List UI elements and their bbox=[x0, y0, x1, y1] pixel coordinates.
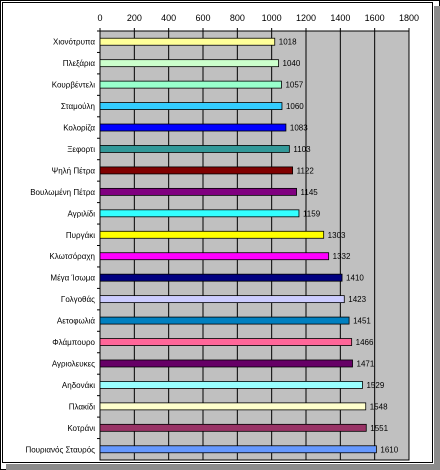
category-label: Σταμούλη bbox=[61, 102, 95, 111]
bar bbox=[99, 252, 330, 261]
bar bbox=[99, 316, 350, 325]
category-label: Χιονότρυπα bbox=[53, 38, 95, 47]
value-label: 1410 bbox=[346, 274, 364, 283]
value-label: 1040 bbox=[283, 59, 301, 68]
x-tick-label: 1800 bbox=[399, 13, 419, 23]
frame-shadow-right bbox=[434, 6, 440, 470]
category-label: Μέγα Ίσωμα bbox=[50, 274, 95, 283]
bar bbox=[99, 423, 367, 432]
bar bbox=[99, 37, 276, 46]
category-label: Αετοφωλιά bbox=[57, 317, 95, 326]
chart-area: 0 200 400 600 800 1000 1200 1400 1600 1800 Χιονότρ… bbox=[2, 2, 433, 463]
value-label: 1057 bbox=[285, 81, 303, 90]
value-label: 1451 bbox=[353, 317, 371, 326]
x-tick-label: 1600 bbox=[365, 13, 385, 23]
bar bbox=[99, 80, 282, 89]
bar bbox=[99, 59, 279, 68]
value-label: 1548 bbox=[370, 402, 388, 411]
x-tick-label: 800 bbox=[230, 13, 245, 23]
bar bbox=[99, 381, 363, 389]
value-label: 1159 bbox=[303, 209, 321, 218]
category-label: Πλακίδι bbox=[69, 402, 96, 411]
category-label: Πλεξάρια bbox=[63, 59, 96, 68]
category-label: Βουλωμένη Πέτρα bbox=[30, 188, 95, 197]
bar bbox=[99, 445, 377, 454]
bar bbox=[99, 187, 297, 196]
category-label: Αγριλίδι bbox=[67, 209, 95, 218]
value-label: 1083 bbox=[290, 124, 308, 133]
category-label: Ψηλή Πέτρα bbox=[52, 166, 96, 175]
bar bbox=[99, 230, 325, 239]
value-label: 1122 bbox=[297, 166, 315, 175]
category-label: Ξεφορτι bbox=[67, 145, 95, 154]
category-label: Κοτράνι bbox=[67, 424, 95, 433]
bar bbox=[99, 338, 353, 346]
x-tick-label: 1400 bbox=[330, 13, 350, 23]
category-label: Πουριανός Σταυρός bbox=[25, 445, 95, 454]
category-label: Γολγοθάς bbox=[61, 295, 95, 304]
value-label: 1303 bbox=[328, 231, 346, 240]
category-label: Πυργάκι bbox=[66, 231, 95, 240]
bar bbox=[99, 166, 294, 175]
value-label: 1466 bbox=[356, 338, 374, 347]
category-label: Αηδονάκι bbox=[62, 381, 95, 390]
value-label: 1551 bbox=[370, 424, 388, 433]
value-label: 1060 bbox=[286, 102, 304, 111]
value-label: 1610 bbox=[380, 445, 398, 454]
value-label: 1423 bbox=[348, 295, 366, 304]
value-label: 1529 bbox=[366, 381, 384, 390]
bar bbox=[99, 295, 345, 304]
bar bbox=[99, 273, 343, 282]
bar bbox=[99, 359, 353, 368]
bar-chart: 0 200 400 600 800 1000 1200 1400 1600 1800 Χιονότρ… bbox=[25, 13, 419, 461]
x-tick-label: 600 bbox=[195, 13, 210, 23]
value-label: 1103 bbox=[293, 145, 311, 154]
category-label: Κουρβέντελι bbox=[52, 81, 96, 90]
value-label: 1332 bbox=[333, 252, 351, 261]
x-tick-label: 1000 bbox=[262, 13, 282, 23]
x-tick-label: 0 bbox=[97, 13, 102, 23]
bar bbox=[99, 123, 287, 132]
value-label: 1145 bbox=[301, 188, 319, 197]
x-tick-label: 400 bbox=[161, 13, 176, 23]
bar bbox=[99, 102, 283, 110]
x-tick-label: 200 bbox=[127, 13, 142, 23]
bar bbox=[99, 402, 367, 411]
category-label: Κολορίζα bbox=[63, 124, 95, 133]
bar bbox=[99, 209, 300, 218]
value-label: 1471 bbox=[357, 359, 375, 368]
category-label: Φλάμπουρο bbox=[52, 338, 95, 347]
category-label: Κλωτσόραχη bbox=[49, 252, 95, 261]
value-label: 1018 bbox=[279, 38, 297, 47]
plot-background bbox=[100, 31, 409, 460]
frame-shadow-bottom bbox=[6, 464, 440, 470]
category-label: Αγριολευκες bbox=[52, 359, 95, 368]
bar bbox=[99, 145, 290, 153]
x-tick-label: 1200 bbox=[296, 13, 316, 23]
